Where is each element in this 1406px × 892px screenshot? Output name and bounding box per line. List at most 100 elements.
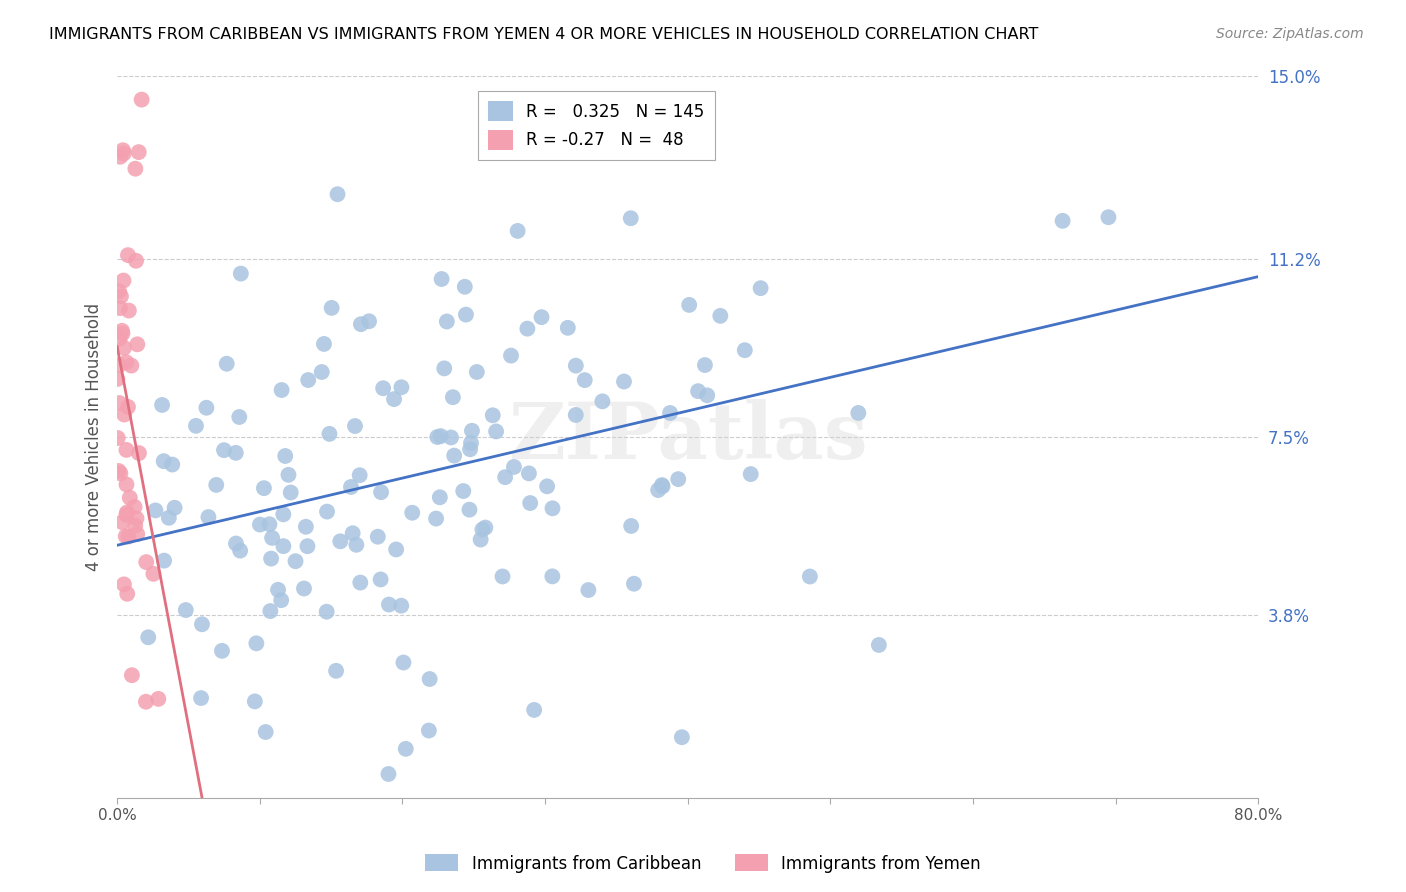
Point: [1052, 214, 1074, 228]
Point: [373, 381, 395, 395]
Point: [659, 406, 682, 420]
Point: [108, 301, 131, 315]
Point: [157, 510, 180, 524]
Point: [647, 483, 669, 497]
Point: [696, 388, 718, 402]
Point: [111, 516, 134, 530]
Point: [270, 383, 292, 397]
Point: [127, 337, 149, 351]
Point: [125, 253, 148, 268]
Point: [253, 481, 276, 495]
Point: [749, 281, 772, 295]
Point: [190, 691, 212, 706]
Point: [519, 496, 541, 510]
Point: [499, 349, 522, 363]
Point: [329, 534, 352, 549]
Point: [262, 531, 284, 545]
Point: [205, 478, 228, 492]
Point: [121, 668, 143, 682]
Point: [568, 121, 591, 136]
Point: [145, 503, 167, 517]
Point: [225, 536, 247, 550]
Point: [740, 467, 762, 481]
Point: [868, 638, 890, 652]
Point: [229, 543, 252, 558]
Point: [503, 460, 526, 475]
Point: [734, 343, 756, 358]
Point: [516, 321, 538, 335]
Point: [108, 358, 131, 372]
Point: [284, 554, 307, 568]
Point: [846, 406, 869, 420]
Point: [312, 337, 335, 351]
Point: [153, 554, 176, 568]
Point: [389, 599, 412, 613]
Point: [108, 332, 131, 346]
Point: [441, 390, 464, 404]
Point: [142, 566, 165, 581]
Point: [620, 211, 643, 226]
Point: [274, 449, 297, 463]
Point: [349, 575, 371, 590]
Point: [120, 359, 142, 373]
Point: [471, 523, 494, 537]
Point: [135, 555, 157, 569]
Point: [228, 409, 250, 424]
Point: [112, 577, 135, 591]
Point: [541, 501, 564, 516]
Point: [688, 384, 710, 399]
Point: [620, 135, 643, 149]
Point: [184, 418, 207, 433]
Point: [131, 93, 153, 107]
Point: [249, 517, 271, 532]
Point: [620, 519, 643, 533]
Point: [418, 723, 440, 738]
Point: [108, 150, 131, 164]
Point: [124, 518, 146, 533]
Point: [117, 400, 139, 414]
Point: [229, 267, 252, 281]
Point: [340, 480, 363, 494]
Point: [150, 398, 173, 412]
Point: [799, 569, 821, 583]
Point: [321, 301, 343, 315]
Point: [678, 298, 700, 312]
Point: [115, 505, 138, 519]
Point: [111, 143, 134, 157]
Point: [565, 359, 588, 373]
Point: [112, 408, 135, 422]
Point: [315, 605, 337, 619]
Point: [370, 573, 392, 587]
Point: [254, 725, 277, 739]
Point: [392, 656, 415, 670]
Point: [115, 442, 138, 457]
Point: [454, 279, 477, 293]
Point: [382, 392, 405, 406]
Legend: R =   0.325   N = 145, R = -0.27   N =  48: R = 0.325 N = 145, R = -0.27 N = 48: [478, 91, 714, 160]
Point: [591, 394, 613, 409]
Point: [491, 569, 513, 583]
Point: [460, 436, 482, 450]
Point: [112, 341, 135, 355]
Point: [215, 357, 238, 371]
Point: [212, 443, 235, 458]
Point: [112, 274, 135, 288]
Point: [115, 508, 138, 522]
Point: [136, 630, 159, 644]
Point: [474, 520, 496, 534]
Point: [343, 419, 366, 434]
Point: [124, 161, 146, 176]
Point: [454, 308, 477, 322]
Point: [389, 380, 412, 394]
Point: [436, 314, 458, 328]
Point: [135, 695, 157, 709]
Point: [111, 324, 134, 338]
Point: [557, 320, 579, 334]
Point: [565, 408, 588, 422]
Point: [295, 520, 318, 534]
Point: [115, 355, 138, 369]
Point: [401, 506, 423, 520]
Point: [430, 272, 453, 286]
Point: [367, 530, 389, 544]
Point: [342, 526, 364, 541]
